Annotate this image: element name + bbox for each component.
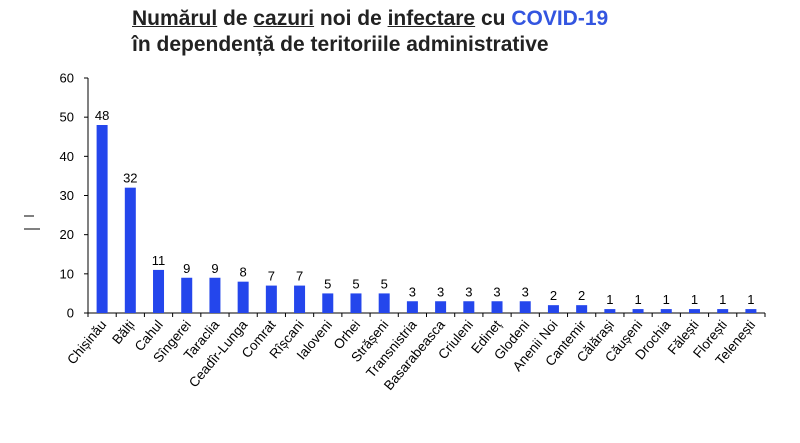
bar-value-label: 32 xyxy=(123,171,137,186)
bar xyxy=(632,309,644,313)
bar-value-label: 3 xyxy=(437,284,444,299)
y-tick-label: 0 xyxy=(67,306,74,321)
bar xyxy=(237,281,249,313)
y-tick-label: 40 xyxy=(60,149,74,164)
bar xyxy=(378,293,390,313)
bar-value-label: 7 xyxy=(268,269,275,284)
title-word: noi de xyxy=(314,7,388,30)
chart-category-labels: Chișinău BălțiCahulSîngereiTaracliaCeadîr… xyxy=(64,317,758,393)
bar-value-label: 9 xyxy=(183,261,190,276)
bar xyxy=(688,309,700,313)
y-tick-label: 30 xyxy=(60,188,74,203)
bar xyxy=(265,285,277,313)
bar xyxy=(435,301,447,313)
title-word: cu xyxy=(475,7,512,30)
bar-value-label: 2 xyxy=(578,288,585,303)
bar-value-label: 48 xyxy=(95,108,109,123)
title-line-1: Numărul de cazuri noi de infectare cu CO… xyxy=(132,6,792,32)
bar-value-label: 1 xyxy=(691,292,698,307)
title-line-2: în dependență de teritoriile administrat… xyxy=(132,33,549,56)
bar-value-label: 3 xyxy=(522,284,529,299)
bar xyxy=(153,269,165,313)
bar-value-label: 9 xyxy=(211,261,218,276)
bar xyxy=(181,277,193,313)
bar-value-label: 5 xyxy=(352,276,359,291)
title-word: Numărul xyxy=(132,7,218,30)
y-tick-label: 10 xyxy=(60,266,74,281)
bar xyxy=(604,309,616,313)
bar xyxy=(209,277,221,313)
bar-value-label: 1 xyxy=(606,292,613,307)
category-label: Chișinău xyxy=(64,317,109,367)
bar xyxy=(576,305,588,313)
bar xyxy=(124,187,136,313)
chart-bars xyxy=(96,125,757,313)
legend-marker xyxy=(24,215,40,230)
bar-value-label: 5 xyxy=(381,276,388,291)
bar xyxy=(96,125,108,313)
bar-value-label: 5 xyxy=(324,276,331,291)
bar xyxy=(463,301,475,313)
chart-title: Numărul de cazuri noi de infectare cu CO… xyxy=(132,6,792,58)
title-word: de xyxy=(217,7,254,30)
bar-value-label: 1 xyxy=(747,292,754,307)
bar xyxy=(294,285,306,313)
title-word: cazuri xyxy=(253,7,315,30)
y-tick-label: 60 xyxy=(60,71,74,86)
y-tick-label: 20 xyxy=(60,227,74,242)
bar xyxy=(745,309,757,313)
bar-value-label: 1 xyxy=(719,292,726,307)
bar-value-label: 1 xyxy=(663,292,670,307)
bar-value-label: 1 xyxy=(634,292,641,307)
bar xyxy=(350,293,362,313)
bar xyxy=(660,309,672,313)
bar xyxy=(717,309,729,313)
bar-value-label: 11 xyxy=(152,253,166,268)
y-tick-label: 50 xyxy=(60,110,74,125)
bar xyxy=(547,305,559,313)
chart-axes: 0 10 20 30 40 50 60 xyxy=(60,71,766,321)
bar-value-label: 8 xyxy=(240,265,247,280)
bar-value-label: 2 xyxy=(550,288,557,303)
bar xyxy=(519,301,531,313)
bar xyxy=(491,301,503,313)
bar xyxy=(322,293,334,313)
bar-value-label: 3 xyxy=(465,284,472,299)
title-highlight: COVID-19 xyxy=(511,7,609,30)
bar-value-label: 3 xyxy=(493,284,500,299)
bar-value-label: 7 xyxy=(296,269,303,284)
bar xyxy=(406,301,418,313)
bar-value-label: 3 xyxy=(409,284,416,299)
title-word: infectare xyxy=(387,7,476,30)
